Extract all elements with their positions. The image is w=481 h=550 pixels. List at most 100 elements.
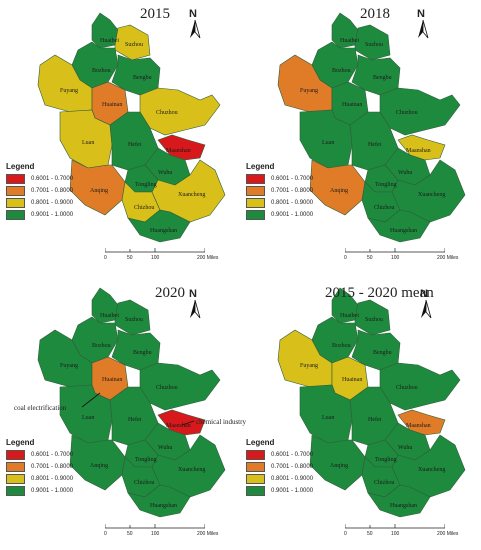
region-luan — [59, 384, 113, 444]
legend-title: Legend — [6, 162, 35, 171]
region-huangshan — [127, 209, 191, 243]
region-chuzhou — [139, 87, 221, 136]
scale-tick-label: 100 — [391, 531, 400, 537]
region-suzhou — [114, 299, 151, 336]
city-label-hefei: Hefei — [128, 417, 142, 423]
annotation-arrows — [81, 392, 195, 426]
city-label-suzhou: Suzhou — [125, 42, 143, 48]
legend-swatch — [6, 174, 25, 184]
north-label: N — [417, 8, 425, 20]
region-chuzhou — [379, 362, 461, 411]
city-label-wuhu: Wuhu — [398, 170, 413, 176]
legend-label: 0.8001 - 0.9000 — [271, 476, 314, 482]
city-label-suzhou: Suzhou — [365, 317, 383, 323]
city-label-bengbu: Bengbu — [133, 75, 152, 81]
city-label-anqing: Anqing — [90, 463, 108, 469]
legend: Legend 0.6001 - 0.7000 0.7001 - 0.8000 0.80… — [246, 162, 313, 222]
region-suzhou — [114, 24, 151, 61]
legend-item: 0.7001 - 0.8000 — [6, 186, 73, 196]
city-label-chizhou: Chizhou — [134, 480, 155, 486]
region-chuzhou — [379, 87, 461, 136]
legend-label: 0.8001 - 0.9000 — [31, 476, 74, 482]
legend-label: 0.9001 - 1.0000 — [271, 212, 314, 218]
province-map — [37, 12, 226, 243]
legend-swatch — [6, 210, 25, 220]
scale-tick-label: 0 — [104, 255, 107, 261]
city-label-huaibei: Huaibei — [100, 313, 119, 319]
province-map — [37, 287, 226, 518]
map-panel-1: Huaibei Suzhou Bozhou Bengbu Fuyang Huainan Ch… — [0, 0, 240, 275]
city-label-luan: Luan — [82, 140, 95, 146]
city-label-fuyang: Fuyang — [300, 363, 318, 369]
city-label-xuancheng: Xuancheng — [418, 467, 446, 473]
legend-label: 0.6001 - 0.7000 — [271, 176, 314, 182]
city-label-huaibei: Huaibei — [340, 38, 359, 44]
region-huangshan — [367, 209, 431, 243]
city-label-xuancheng: Xuancheng — [178, 192, 206, 198]
city-label-huainan: Huainan — [102, 102, 123, 108]
north-label: N — [189, 288, 197, 300]
province-map — [277, 12, 466, 243]
scale-tick-label: 200 Miles — [437, 255, 459, 261]
city-label-maanshan: Maanshan — [406, 148, 431, 154]
region-luan — [299, 384, 353, 444]
legend-swatch — [246, 174, 265, 184]
city-label-fuyang: Fuyang — [300, 88, 318, 94]
city-label-luan: Luan — [322, 140, 335, 146]
region-xuancheng — [391, 159, 466, 223]
city-label-wuhu: Wuhu — [158, 445, 173, 451]
legend-label: 0.9001 - 1.0000 — [31, 212, 74, 218]
city-label-huainan: Huainan — [342, 102, 363, 108]
city-label-luan: Luan — [322, 415, 335, 421]
legend-item: 0.6001 - 0.7000 — [6, 450, 73, 460]
scale-tick-label: 50 — [367, 531, 373, 537]
city-label-hefei: Hefei — [128, 142, 142, 148]
city-label-bengbu: Bengbu — [133, 350, 152, 356]
legend-swatch — [6, 450, 25, 460]
legend-item: 0.6001 - 0.7000 — [6, 174, 73, 184]
city-label-chizhou: Chizhou — [134, 205, 155, 211]
scale-tick-label: 200 Miles — [437, 531, 459, 537]
legend-label: 0.6001 - 0.7000 — [31, 452, 74, 458]
region-xuancheng — [391, 434, 466, 498]
legend-swatch — [246, 186, 265, 196]
city-label-chuzhou: Chuzhou — [156, 385, 178, 391]
legend-label: 0.7001 - 0.8000 — [271, 188, 314, 194]
map-panel-2: Huaibei Suzhou Bozhou Bengbu Fuyang Huainan Ch… — [240, 0, 480, 275]
city-label-anqing: Anqing — [90, 188, 108, 194]
north-label: N — [420, 288, 428, 300]
city-label-wuhu: Wuhu — [398, 445, 413, 451]
city-label-chuzhou: Chuzhou — [156, 110, 178, 116]
city-label-suzhou: Suzhou — [365, 42, 383, 48]
annotation-chemical-industry: chemical industry — [196, 418, 246, 426]
city-label-hefei: Hefei — [368, 142, 382, 148]
province-map — [277, 287, 466, 518]
region-luan — [59, 109, 113, 169]
scale-tick-label: 0 — [344, 531, 347, 537]
region-luan — [299, 109, 353, 169]
panel-title: 2018 — [360, 6, 390, 22]
panel-title: 2015 — [140, 6, 170, 22]
region-huangshan — [367, 484, 431, 518]
city-label-anqing: Anqing — [330, 188, 348, 194]
scale-tick-label: 100 — [151, 255, 160, 261]
north-arrow-icon: N — [184, 8, 206, 40]
region-xuancheng — [151, 159, 226, 223]
city-label-tongling: Tongling — [375, 182, 397, 188]
scale-tick-label: 200 Miles — [197, 255, 219, 261]
legend-label: 0.7001 - 0.8000 — [31, 188, 74, 194]
legend-label: 0.7001 - 0.8000 — [31, 464, 74, 470]
legend-label: 0.8001 - 0.9000 — [31, 200, 74, 206]
legend-title: Legend — [246, 162, 275, 171]
legend-item: 0.8001 - 0.9000 — [6, 198, 73, 208]
legend-swatch — [6, 198, 25, 208]
city-label-xuancheng: Xuancheng — [178, 467, 206, 473]
legend-item: 0.8001 - 0.9000 — [246, 198, 313, 208]
city-label-luan: Luan — [82, 415, 95, 421]
legend-swatch — [6, 474, 25, 484]
city-label-wuhu: Wuhu — [158, 170, 173, 176]
legend-title: Legend — [6, 438, 35, 447]
legend-swatch — [6, 486, 25, 496]
city-label-tongling: Tongling — [135, 182, 157, 188]
city-label-fuyang: Fuyang — [60, 363, 78, 369]
